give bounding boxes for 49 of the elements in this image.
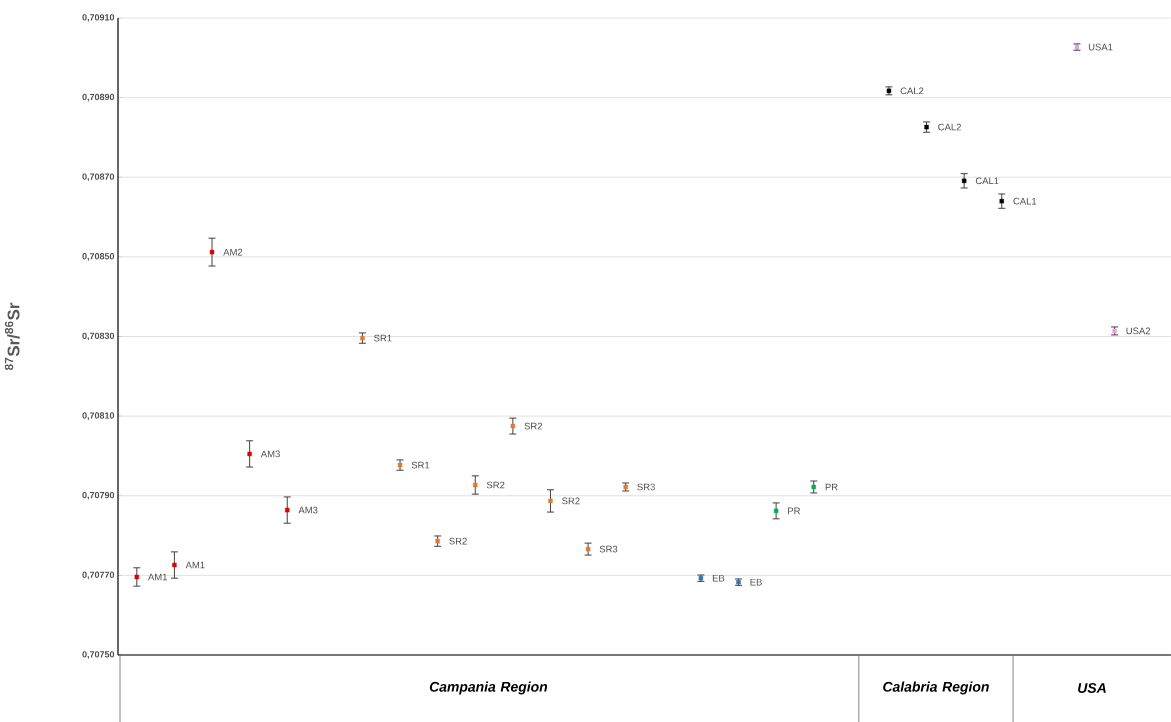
point	[961, 178, 967, 184]
point	[285, 507, 290, 513]
series-label: CAL2	[900, 87, 924, 95]
y-tick-label: 0,70890	[82, 93, 115, 102]
series-label: CAL1	[975, 177, 999, 185]
text: CAL1	[1013, 197, 1037, 205]
y-tick-label: 0,70870	[82, 173, 115, 182]
text: SR2	[486, 481, 505, 489]
point	[773, 508, 779, 514]
y-tick-label: 0,70810	[82, 412, 115, 420]
point	[811, 484, 816, 490]
text: PR	[825, 483, 838, 491]
series-label: PR	[788, 507, 801, 515]
y-axis-title: $^{87}$Sr/$^{86}$Sr	[4, 302, 20, 371]
text: SR2	[524, 422, 543, 430]
y-tick-label: 0,70830	[82, 332, 115, 341]
text: USA	[1078, 683, 1106, 693]
series-label: AM3	[260, 450, 280, 458]
point	[134, 574, 139, 580]
text: CAL2	[938, 123, 961, 131]
point	[548, 498, 553, 504]
point	[473, 482, 478, 488]
text: SR1	[411, 461, 430, 469]
text: AM1	[185, 561, 205, 569]
series-label: USA1	[1088, 43, 1113, 51]
point	[510, 423, 516, 429]
point	[209, 249, 215, 255]
series-label: SR2	[449, 537, 467, 545]
point	[172, 562, 177, 568]
point	[247, 451, 252, 457]
text: SR2	[562, 497, 580, 505]
text: AM3	[298, 506, 318, 514]
y-tick-label: 0,70910	[82, 14, 115, 22]
series-label: SR3	[599, 545, 618, 553]
point	[999, 198, 1004, 204]
series-label: AM2	[223, 248, 243, 256]
y-tick-label: 0,70770	[82, 571, 115, 580]
y-tick-label: 0,70750	[82, 651, 115, 659]
y-tick-label: 0,70790	[82, 491, 115, 500]
text: EB	[750, 578, 762, 586]
series-label: EB	[712, 574, 725, 582]
series-label: SR1	[374, 334, 392, 342]
series-label: USA2	[1126, 327, 1151, 335]
text: Campania Region	[429, 681, 548, 695]
y-tick-label: 0,70850	[82, 253, 115, 261]
series-label: AM1	[148, 573, 167, 581]
text: SR3	[637, 483, 655, 491]
text: Calabria Region	[883, 681, 989, 695]
point	[585, 546, 591, 552]
